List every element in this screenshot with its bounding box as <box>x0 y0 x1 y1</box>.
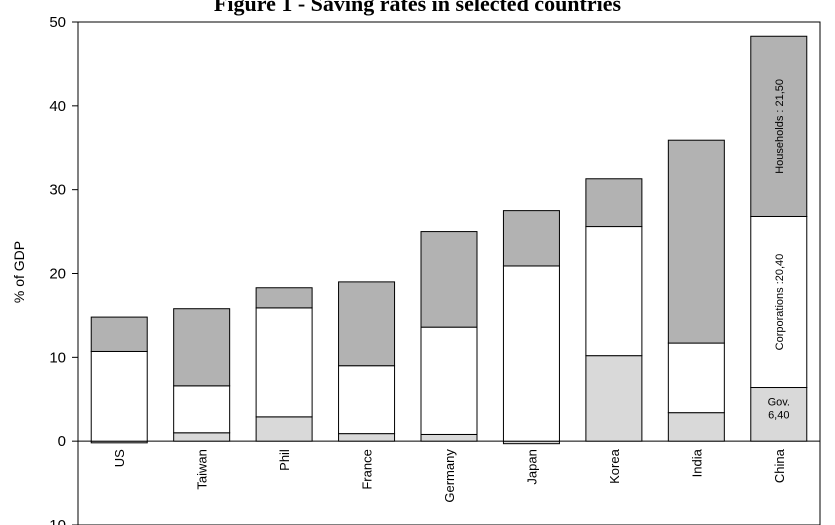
bar-hh-us <box>90 316 148 352</box>
bar-corp-us <box>90 350 148 442</box>
bar-gov-phil <box>255 416 313 442</box>
bar-hh-japan <box>502 210 560 267</box>
bar-hh-india <box>667 139 725 344</box>
bar-hh-france <box>338 281 396 367</box>
annotation-gov: Gov. <box>768 397 790 409</box>
bar-corp-taiwan <box>173 385 231 434</box>
bar-corp-germany <box>420 326 478 435</box>
plot-area: -10 0 10 20 30 40 50 US Taiwan Phil France Germany J… <box>44 14 821 525</box>
annotation-gov-value: 6,40 <box>768 410 789 422</box>
y-axis-label: % of GDP <box>11 241 27 303</box>
y-tick-label: 10 <box>49 349 66 366</box>
y-tick-label: -10 <box>44 517 66 525</box>
bar-gov-taiwan <box>173 432 231 442</box>
bar-gov-france <box>338 433 396 442</box>
bar-gov-korea <box>585 355 643 442</box>
y-tick-label: 30 <box>49 182 66 199</box>
x-tick-label: Germany <box>442 449 457 503</box>
bar-corp-france <box>338 365 396 435</box>
x-tick-label: Taiwan <box>195 449 210 489</box>
bar-hh-germany <box>420 231 478 328</box>
bar-gov-china <box>750 387 808 442</box>
annotation-households: Households : 21,50 <box>774 79 786 174</box>
bar-hh-phil <box>255 287 313 309</box>
x-tick-label: US <box>112 449 127 467</box>
bar-hh-taiwan <box>173 308 231 387</box>
bar-corp-india <box>667 342 725 414</box>
bar-corp-japan <box>502 265 560 442</box>
bar-corp-phil <box>255 307 313 418</box>
bar-hh-korea <box>585 178 643 228</box>
bar-hh-china <box>750 35 808 217</box>
x-tick-label: Phil <box>277 449 292 471</box>
bar-corp-korea <box>585 226 643 357</box>
x-tick-label: France <box>360 449 375 489</box>
x-tick-label: India <box>689 448 704 477</box>
x-tick-label: China <box>772 448 787 483</box>
bar-corp-china <box>750 215 808 389</box>
y-tick-label: 0 <box>58 433 66 450</box>
y-tick-label: 50 <box>49 14 66 31</box>
y-tick-label: 20 <box>49 266 66 283</box>
annotation-corporations: Corporations :20,40 <box>774 254 786 351</box>
bar-gov-india <box>667 412 725 442</box>
x-tick-label: Japan <box>524 449 539 484</box>
chart-title: Figure 1 - Saving rates in selected coun… <box>213 0 622 16</box>
y-tick-label: 40 <box>49 98 66 115</box>
x-tick-label: Korea <box>607 448 622 483</box>
bar-gov-germany <box>420 433 478 442</box>
